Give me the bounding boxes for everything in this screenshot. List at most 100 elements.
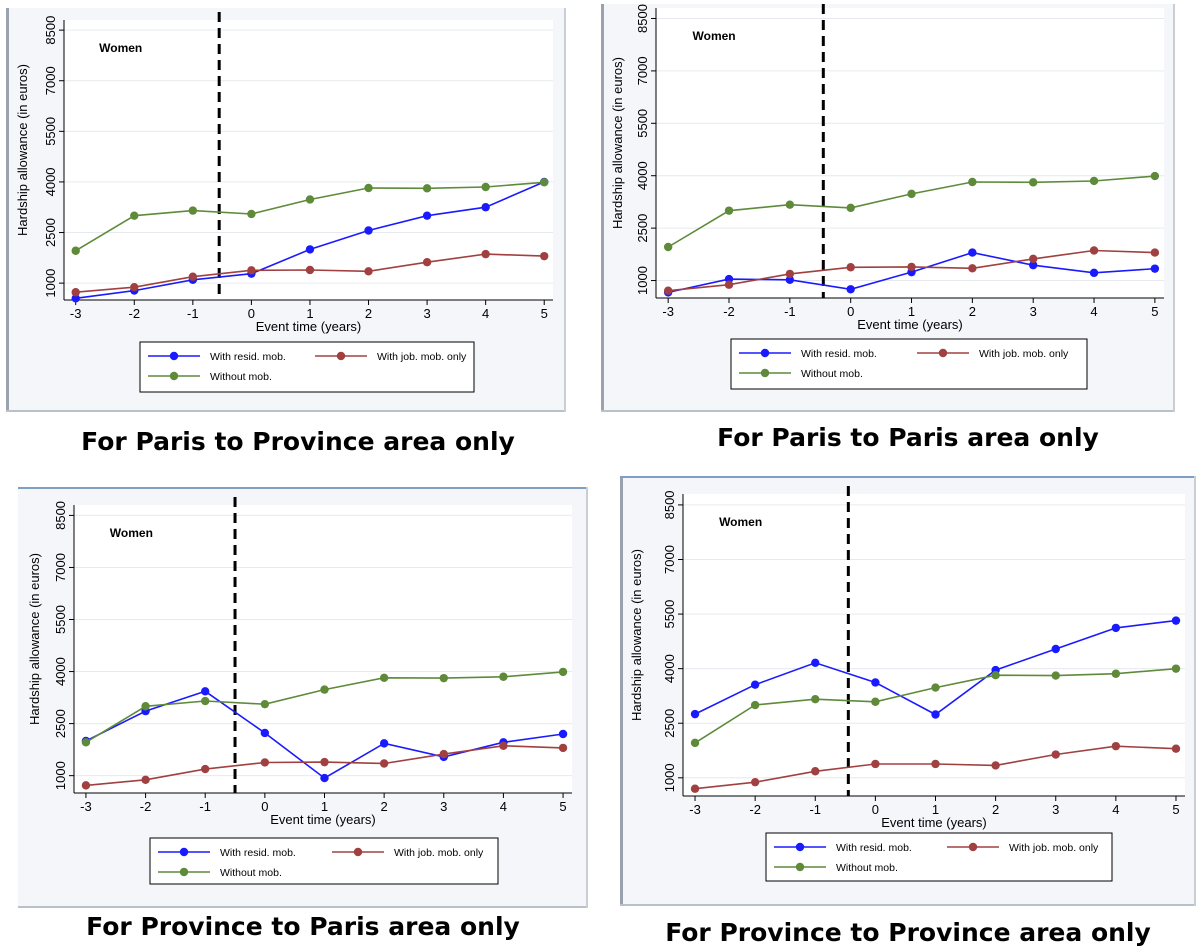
plot-area xyxy=(64,20,553,300)
data-point xyxy=(663,242,673,252)
x-axis-title: Event time (years) xyxy=(270,812,375,827)
chart-caption: For Province to Province area only xyxy=(665,918,1151,947)
chart-panel-province-to-paris: 1000 2500 4000 5500 7000 8500 -3 -2 -1 0 1 2 3 4 5 Even… xyxy=(18,487,588,908)
data-point xyxy=(1150,248,1160,257)
data-point xyxy=(1089,246,1099,255)
y-tick-label: 7000 xyxy=(43,66,58,95)
data-point xyxy=(690,738,700,748)
legend-box xyxy=(730,338,1088,390)
data-point xyxy=(871,759,880,769)
chart-title: Women xyxy=(99,41,142,55)
data-point xyxy=(1171,744,1181,753)
legend-label: With resid. mob. xyxy=(801,348,877,360)
series-1 xyxy=(81,741,568,790)
y-axis-title: Hardship allowance (in euros) xyxy=(27,553,42,725)
data-point xyxy=(1089,176,1099,186)
chart-svg: 1000 2500 4000 5500 7000 8500 -3 -2 -1 0 1 2 3 4 5 Even… xyxy=(601,4,1175,412)
data-point xyxy=(71,288,80,297)
data-point xyxy=(499,741,508,751)
legend-marker xyxy=(760,368,770,378)
data-point xyxy=(871,678,880,687)
data-point xyxy=(364,267,373,276)
x-tick-label: 3 xyxy=(1052,802,1059,817)
x-tick-label: -2 xyxy=(128,306,140,321)
y-tick-label: 5500 xyxy=(662,600,677,629)
y-tick-label: 5500 xyxy=(43,117,58,146)
legend-label: Without mob. xyxy=(836,862,898,874)
x-tick-label: 3 xyxy=(423,306,430,321)
frame-top-border xyxy=(18,487,588,489)
data-point xyxy=(364,226,373,235)
legend-marker xyxy=(795,842,805,852)
y-tick-label: 2500 xyxy=(43,218,58,247)
data-point xyxy=(305,195,315,204)
data-point xyxy=(81,738,91,747)
series-1 xyxy=(690,741,1181,793)
frame-bottom-border xyxy=(620,904,1196,906)
data-point xyxy=(71,294,80,303)
data-point xyxy=(320,773,329,783)
data-point xyxy=(305,245,315,254)
y-tick-label: 4000 xyxy=(662,654,677,683)
data-point xyxy=(871,697,880,706)
data-point xyxy=(750,680,760,689)
data-point xyxy=(811,695,820,704)
x-tick-label: -1 xyxy=(809,802,821,817)
data-point xyxy=(931,759,940,769)
chart-panel-paris-to-province: 1000 2500 4000 5500 7000 8500 -3 -2 -1 0 1 2 3 4 5 Even… xyxy=(6,8,566,412)
data-point xyxy=(968,264,977,273)
x-tick-label: -3 xyxy=(689,802,701,817)
data-point xyxy=(1111,741,1121,751)
data-point xyxy=(439,749,448,759)
data-point xyxy=(1028,254,1038,264)
y-axis-title: Hardship allowance (in euros) xyxy=(610,57,625,229)
data-point xyxy=(141,775,150,785)
chart-title: Women xyxy=(110,526,153,540)
y-tick-label: 2500 xyxy=(662,709,677,738)
y-axis-title: Hardship allowance (in euros) xyxy=(15,64,30,236)
y-tick-label: 1000 xyxy=(53,761,68,790)
data-point xyxy=(846,285,855,294)
data-point xyxy=(991,671,1000,680)
data-point xyxy=(991,761,1000,770)
data-point xyxy=(540,251,549,261)
legend-marker xyxy=(938,348,948,358)
frame-left-border xyxy=(620,476,623,906)
y-tick-label: 4000 xyxy=(53,657,68,686)
legend-marker xyxy=(760,348,770,358)
series-2 xyxy=(81,667,568,747)
data-point xyxy=(811,658,820,668)
x-tick-label: 4 xyxy=(1090,304,1097,319)
data-point xyxy=(1171,616,1181,625)
x-tick-label: 1 xyxy=(908,304,915,319)
data-point xyxy=(1171,664,1181,673)
data-point xyxy=(141,702,150,711)
plot-area xyxy=(656,8,1164,298)
data-point xyxy=(247,266,256,275)
data-point xyxy=(379,739,389,748)
data-point xyxy=(750,700,760,710)
frame-bottom-border xyxy=(6,410,566,412)
data-point xyxy=(846,263,855,272)
legend-marker xyxy=(169,351,179,361)
y-tick-label: 8500 xyxy=(662,490,677,519)
data-point xyxy=(320,757,329,767)
data-point xyxy=(364,183,373,193)
x-tick-label: 0 xyxy=(847,304,854,319)
data-point xyxy=(846,203,855,213)
data-point xyxy=(724,206,734,215)
x-tick-label: 1 xyxy=(932,802,939,817)
data-point xyxy=(1051,644,1060,654)
series-2 xyxy=(663,171,1160,252)
data-point xyxy=(1111,623,1121,633)
data-point xyxy=(1028,260,1038,270)
x-tick-label: 3 xyxy=(440,799,447,814)
data-point xyxy=(931,683,940,692)
x-tick-label: -2 xyxy=(140,799,152,814)
x-tick-label: 2 xyxy=(992,802,999,817)
chart-caption: For Paris to Paris area only xyxy=(717,423,1099,452)
y-tick-label: 1000 xyxy=(662,763,677,792)
chart-svg: 1000 2500 4000 5500 7000 8500 -3 -2 -1 0 1 2 3 4 5 Even… xyxy=(18,487,588,908)
frame-left-border xyxy=(6,8,9,412)
y-axis-title: Hardship allowance (in euros) xyxy=(629,549,644,721)
